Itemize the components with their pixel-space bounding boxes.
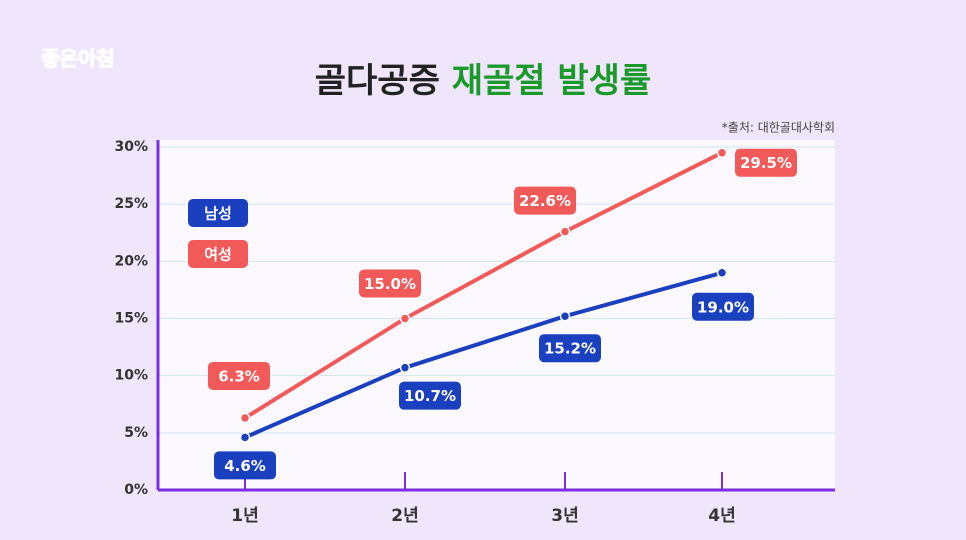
value-label: 10.7% <box>404 387 456 405</box>
source: *출처: 대한골대사학회 <box>722 121 835 135</box>
value-label-bg <box>692 292 754 321</box>
value-label: 15.0% <box>364 275 416 293</box>
chart-title: 골다공증 재골절 발생률 <box>315 61 652 101</box>
value-label-bg <box>208 361 270 390</box>
legend-label-bg <box>188 240 248 268</box>
value-label-bg <box>735 148 797 177</box>
y-tick-label: 5% <box>124 425 148 441</box>
y-tick-label: 30% <box>114 139 148 155</box>
x-tick-label: 1년 <box>231 506 258 526</box>
series-line <box>244 270 723 440</box>
legend-label: 여성 <box>204 246 232 264</box>
x-tick-label: 4년 <box>708 506 735 526</box>
value-label: 15.2% <box>544 340 596 358</box>
value-label-bg <box>214 451 276 480</box>
y-tick-label: 0% <box>124 482 148 498</box>
series-line <box>243 150 723 420</box>
value-label: 19.0% <box>697 298 749 316</box>
point <box>399 313 411 324</box>
point <box>716 267 728 279</box>
point <box>559 226 571 237</box>
title-part: 재골절 발생률 <box>452 61 652 101</box>
value-label-bg <box>399 381 461 410</box>
title-part: 골다공증 <box>315 61 440 101</box>
y-tick-label: 25% <box>114 196 148 212</box>
value-label-bg <box>514 186 576 215</box>
value-label-bg <box>359 269 421 298</box>
y-tick-label: 20% <box>114 253 148 269</box>
point <box>399 362 411 373</box>
x-tick-label: 2년 <box>391 506 418 526</box>
value-label-bg <box>539 334 601 363</box>
value-label: 29.5% <box>740 154 792 172</box>
point <box>559 310 571 322</box>
value-label: 4.6% <box>224 457 266 475</box>
legend-label-bg <box>188 199 248 227</box>
x-tick-label: 3년 <box>551 506 578 526</box>
point <box>716 147 728 158</box>
value-label: 6.3% <box>218 367 260 385</box>
value-label: 22.6% <box>519 192 571 210</box>
logo: 좋은아침 <box>41 47 115 71</box>
y-tick-label: 15% <box>114 311 148 327</box>
point <box>239 432 251 443</box>
point <box>239 412 251 424</box>
y-tick-label: 10% <box>114 368 148 384</box>
legend-label: 남성 <box>204 205 232 223</box>
